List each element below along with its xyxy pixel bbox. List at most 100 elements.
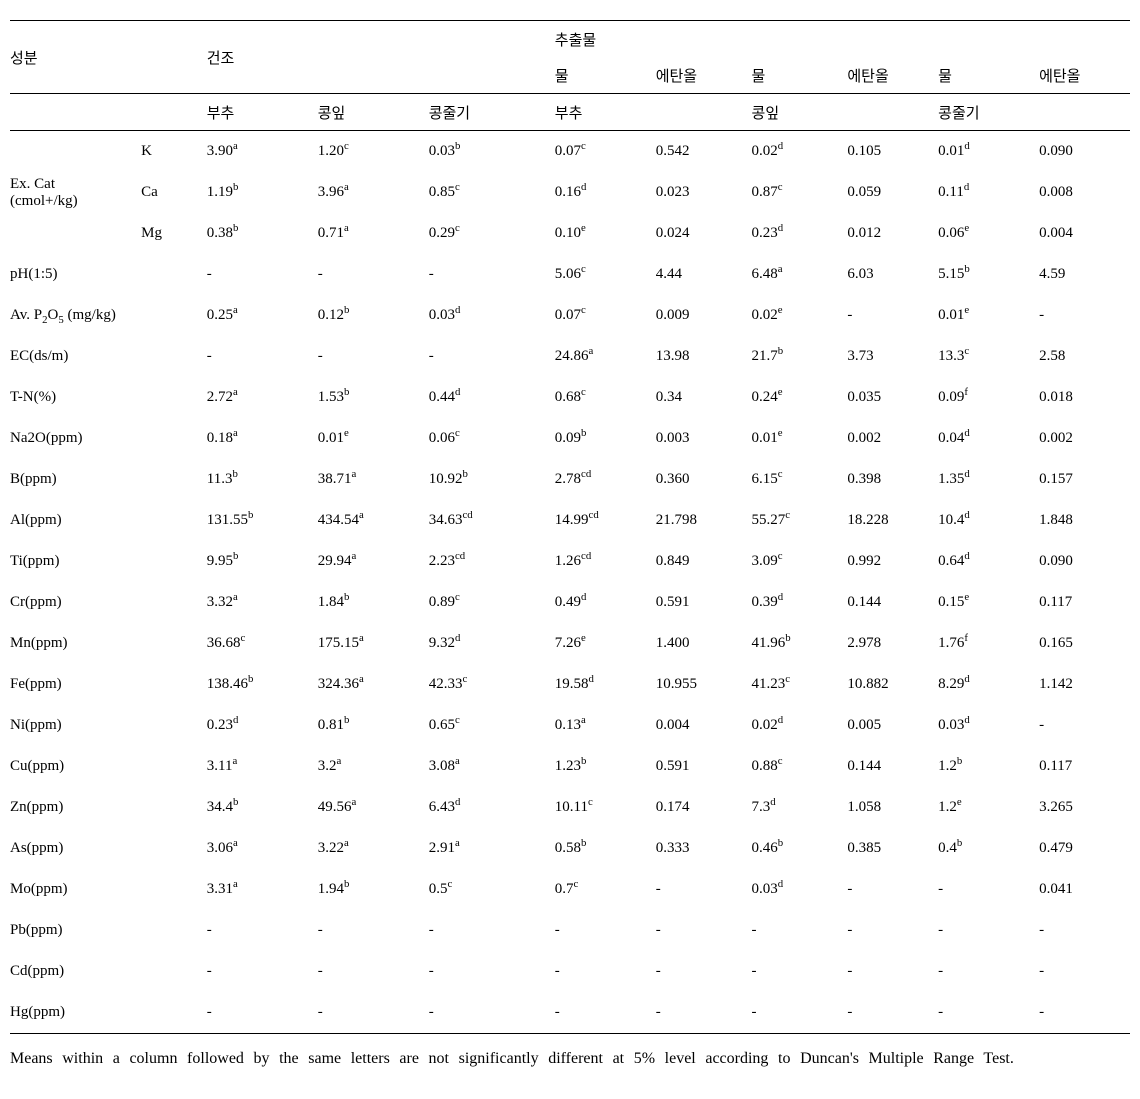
table-row: Cd(ppm)--------- <box>10 951 1130 992</box>
table-cell: 1.26cd <box>555 541 656 582</box>
excat-label: Ex. Cat(cmol+/kg) <box>10 131 141 255</box>
hdr-ext-ethanol-3: 에탄올 <box>1039 57 1130 94</box>
table-cell: 0.38b <box>207 213 318 254</box>
table-cell: 0.041 <box>1039 869 1130 910</box>
table-cell: - <box>656 951 752 992</box>
table-cell: 3.90a <box>207 131 318 173</box>
table-cell: 1.19b <box>207 172 318 213</box>
table-cell: 138.46b <box>207 664 318 705</box>
table-cell: - <box>1039 992 1130 1034</box>
table-cell: 0.06e <box>938 213 1039 254</box>
table-cell: 0.117 <box>1039 746 1130 787</box>
hdr-ext-water-1: 물 <box>555 57 656 94</box>
table-cell: - <box>752 951 848 992</box>
table-cell: - <box>318 336 429 377</box>
table-cell: 3.31a <box>207 869 318 910</box>
table-cell: 0.398 <box>847 459 938 500</box>
table-cell: 0.479 <box>1039 828 1130 869</box>
table-cell: 24.86a <box>555 336 656 377</box>
table-cell: - <box>318 951 429 992</box>
table-cell: - <box>207 992 318 1034</box>
table-cell: 10.92b <box>429 459 535 500</box>
table-cell: 0.012 <box>847 213 938 254</box>
table-cell: 0.023 <box>656 172 752 213</box>
table-cell: 1.20c <box>318 131 429 173</box>
row-label: Pb(ppm) <box>10 910 207 951</box>
table-cell: 0.005 <box>847 705 938 746</box>
row-label: Mo(ppm) <box>10 869 207 910</box>
table-cell: 0.58b <box>555 828 656 869</box>
table-cell: 0.004 <box>1039 213 1130 254</box>
table-cell: 0.009 <box>656 295 752 336</box>
table-cell: 0.49d <box>555 582 656 623</box>
table-cell: - <box>938 951 1039 992</box>
table-cell: 0.07c <box>555 295 656 336</box>
table-cell: 55.27c <box>752 500 848 541</box>
table-cell: - <box>847 910 938 951</box>
table-cell: - <box>1039 951 1130 992</box>
table-cell: 0.333 <box>656 828 752 869</box>
table-cell: 434.54a <box>318 500 429 541</box>
table-cell: 0.002 <box>1039 418 1130 459</box>
table-cell: 18.228 <box>847 500 938 541</box>
table-cell: - <box>1039 295 1130 336</box>
row-label: Ni(ppm) <box>10 705 207 746</box>
row-label: T-N(%) <box>10 377 207 418</box>
row-label: Ti(ppm) <box>10 541 207 582</box>
table-cell: 1.2e <box>938 787 1039 828</box>
table-cell: 6.03 <box>847 254 938 295</box>
table-cell: 49.56a <box>318 787 429 828</box>
table-cell: 0.7c <box>555 869 656 910</box>
table-cell: - <box>656 992 752 1034</box>
table-cell: 0.09f <box>938 377 1039 418</box>
table-cell: 0.591 <box>656 746 752 787</box>
table-cell: 0.88c <box>752 746 848 787</box>
table-cell: 10.4d <box>938 500 1039 541</box>
table-cell: 1.94b <box>318 869 429 910</box>
table-cell: 2.23cd <box>429 541 535 582</box>
table-cell: 41.96b <box>752 623 848 664</box>
table-cell: 7.26e <box>555 623 656 664</box>
table-cell: 21.798 <box>656 500 752 541</box>
table-cell: 0.46b <box>752 828 848 869</box>
table-cell: 0.24e <box>752 377 848 418</box>
table-cell: - <box>847 951 938 992</box>
table-cell: 29.94a <box>318 541 429 582</box>
table-cell: 0.13a <box>555 705 656 746</box>
row-label: Cu(ppm) <box>10 746 207 787</box>
table-cell: 3.22a <box>318 828 429 869</box>
header-extract: 추출물 <box>555 21 1130 58</box>
table-cell: 0.024 <box>656 213 752 254</box>
data-table: 성분 건조 추출물 물 에탄올 물 에탄올 물 에탄올 부추 콩잎 콩줄기 부추… <box>10 20 1130 1034</box>
table-cell: - <box>1039 910 1130 951</box>
table-cell: 0.71a <box>318 213 429 254</box>
table-cell: 0.64d <box>938 541 1039 582</box>
hdr-dry-kongip: 콩잎 <box>318 94 429 131</box>
hdr-row-label: 성분 <box>10 51 38 67</box>
table-cell: - <box>555 951 656 992</box>
table-row: Na2O(ppm)0.18a0.01e0.06c0.09b0.0030.01e0… <box>10 418 1130 459</box>
table-cell: 9.95b <box>207 541 318 582</box>
table-cell: 0.81b <box>318 705 429 746</box>
table-cell: 0.15e <box>938 582 1039 623</box>
table-cell: - <box>318 992 429 1034</box>
table-cell: - <box>429 254 535 295</box>
table-cell: 0.165 <box>1039 623 1130 664</box>
table-cell: 0.65c <box>429 705 535 746</box>
table-cell: 0.25a <box>207 295 318 336</box>
table-cell: - <box>847 869 938 910</box>
hdr-ext-g3: 콩줄기 <box>938 94 1130 131</box>
table-cell: 1.35d <box>938 459 1039 500</box>
table-row: pH(1:5)---5.06c4.446.48a6.035.15b4.59 <box>10 254 1130 295</box>
hdr-ext-water-2: 물 <box>752 57 848 94</box>
table-row: T-N(%)2.72a1.53b0.44d0.68c0.340.24e0.035… <box>10 377 1130 418</box>
row-label: Cr(ppm) <box>10 582 207 623</box>
table-cell: 0.849 <box>656 541 752 582</box>
table-cell: 324.36a <box>318 664 429 705</box>
table-cell: - <box>207 254 318 295</box>
table-cell: - <box>429 336 535 377</box>
table-cell: 0.87c <box>752 172 848 213</box>
table-cell: 0.89c <box>429 582 535 623</box>
table-row: Ni(ppm)0.23d0.81b0.65c0.13a0.0040.02d0.0… <box>10 705 1130 746</box>
table-cell: 0.385 <box>847 828 938 869</box>
